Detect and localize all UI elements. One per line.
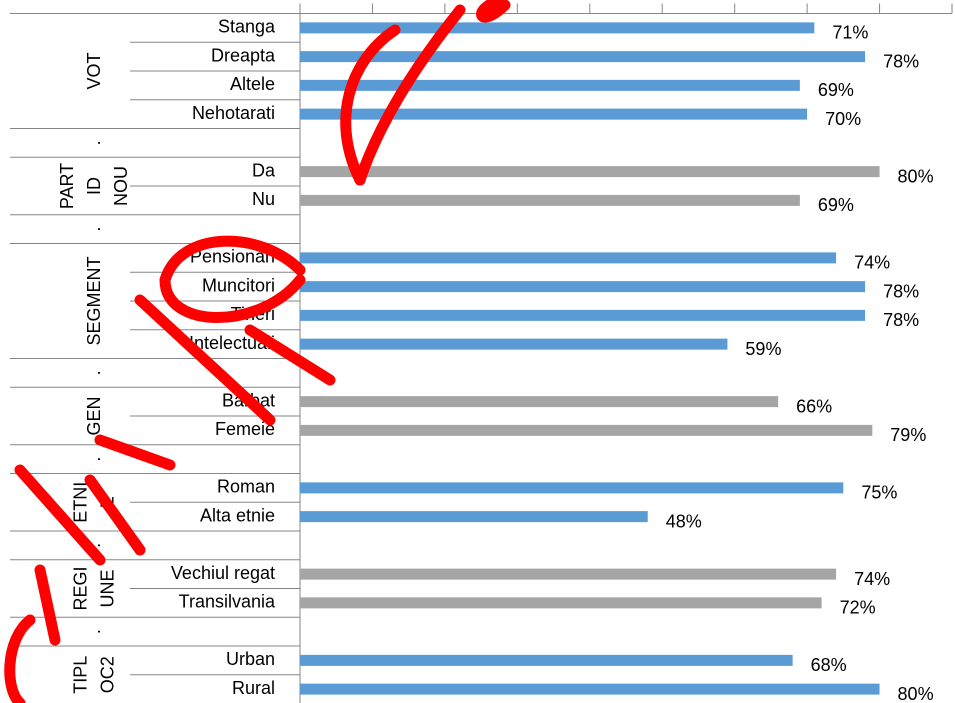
bar (300, 424, 873, 436)
category-label: Altele (230, 74, 275, 94)
group-label: . (84, 227, 104, 232)
group-label: UNE (97, 569, 117, 607)
group-label: OC2 (97, 656, 117, 693)
category-label: Nehotarati (192, 103, 275, 123)
value-label: 79% (890, 425, 926, 445)
scribble-stroke (354, 4, 466, 186)
scribble-stroke (134, 294, 276, 426)
category-label: Alta etnie (200, 505, 275, 525)
value-label: 78% (883, 281, 919, 301)
scribble-stroke (94, 434, 176, 471)
category-label: Muncitori (202, 275, 275, 295)
group-label: . (84, 370, 104, 375)
value-label: 48% (666, 511, 702, 531)
value-label: 69% (818, 195, 854, 215)
category-label: Da (252, 160, 276, 180)
group-label: REGI (70, 566, 90, 610)
scribble-stroke (84, 474, 146, 556)
bar (300, 108, 808, 120)
value-label: 68% (811, 655, 847, 675)
value-label: 74% (854, 253, 890, 273)
bar (300, 511, 648, 523)
category-label: Pensionari (190, 247, 275, 267)
value-label: 78% (883, 51, 919, 71)
bar (300, 683, 880, 695)
group-label: TIPL (70, 656, 90, 694)
value-label: 71% (832, 23, 868, 43)
category-label: Stanga (218, 17, 276, 37)
bar (300, 597, 822, 609)
category-label: Nu (252, 189, 275, 209)
value-label: 74% (854, 569, 890, 589)
bar (300, 309, 866, 321)
bar (300, 568, 837, 580)
scribble-stroke (340, 24, 401, 186)
group-label: NOU (111, 166, 131, 206)
group-label: . (84, 457, 104, 462)
category-label: Urban (226, 649, 275, 669)
group-label: VOT (84, 52, 104, 89)
bar (300, 22, 815, 34)
value-label: 80% (898, 684, 934, 703)
scribble-stroke (476, 0, 511, 23)
group-label: . (84, 140, 104, 145)
category-label: Femeie (215, 419, 275, 439)
value-label: 78% (883, 310, 919, 330)
bar (300, 194, 800, 206)
category-label: Transilvania (179, 592, 276, 612)
scribble-stroke (14, 464, 106, 566)
bar (300, 654, 793, 666)
group-label: ETNI (70, 482, 90, 523)
red-scribble (4, 0, 511, 703)
value-label: 66% (796, 396, 832, 416)
bar (300, 338, 728, 350)
group-label: PART (57, 163, 77, 209)
bar (300, 51, 866, 63)
scribble-stroke (244, 324, 336, 386)
bar (300, 281, 866, 293)
value-label: 75% (861, 483, 897, 503)
group-label: . (84, 629, 104, 634)
value-label: 80% (898, 166, 934, 186)
scribble-stroke (159, 235, 306, 323)
category-label: Vechiul regat (171, 563, 275, 583)
value-label: 70% (825, 109, 861, 129)
bar (300, 482, 844, 494)
value-label: 59% (745, 339, 781, 359)
bar (300, 79, 800, 91)
group-label: GEN (84, 396, 104, 435)
value-label: 72% (840, 598, 876, 618)
group-label: ID (84, 177, 104, 195)
category-label: Roman (217, 477, 275, 497)
scribble-stroke (34, 564, 61, 646)
category-label: Dreapta (211, 45, 276, 65)
scribble-stroke (4, 614, 36, 703)
group-label: SEGMENT (84, 256, 104, 345)
bar (300, 252, 837, 264)
bar (300, 166, 880, 178)
category-label: Rural (232, 678, 275, 698)
bar (300, 396, 779, 408)
value-label: 69% (818, 80, 854, 100)
